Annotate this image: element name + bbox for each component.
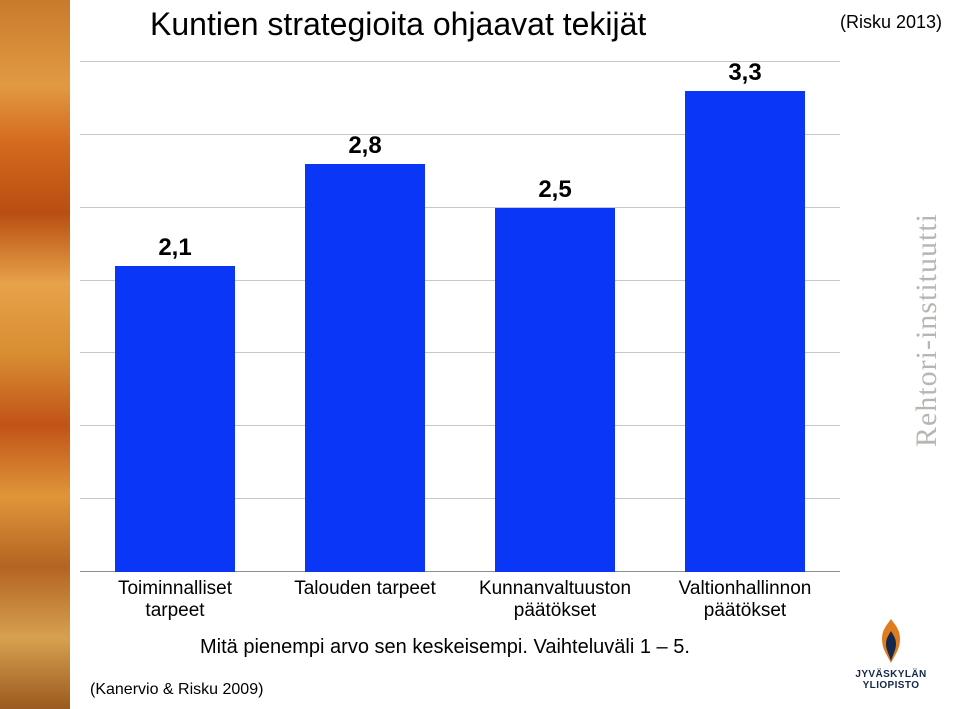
- bar-value-label: 3,3: [728, 59, 761, 87]
- vertical-brand-label: Rehtori-instituutti: [910, 213, 944, 447]
- slide: Kuntien strategioita ohjaavat tekijät (R…: [0, 0, 960, 709]
- vertical-brand-text: Rehtori-instituutti: [908, 120, 946, 540]
- bar-value-label: 2,1: [158, 234, 191, 262]
- footer-source: (Kanervio & Risku 2009): [90, 681, 263, 699]
- university-logo: JYVÄSKYLÄN YLIOPISTO: [836, 617, 946, 691]
- x-axis-label: Valtionhallinnonpäätökset: [650, 578, 840, 622]
- decorative-sidebar-image: [0, 0, 70, 709]
- bar: [305, 164, 425, 572]
- bar: [685, 91, 805, 572]
- x-axis-label: Toiminnallisettarpeet: [80, 578, 270, 622]
- flame-icon: [873, 617, 909, 665]
- chart-title: Kuntien strategioita ohjaavat tekijät: [150, 6, 646, 43]
- bar: [495, 208, 615, 572]
- source-top: (Risku 2013): [840, 12, 942, 33]
- bar-value-label: 2,8: [348, 132, 381, 160]
- x-axis-label: Talouden tarpeet: [270, 578, 460, 600]
- chart-caption: Mitä pienempi arvo sen keskeisempi. Vaih…: [200, 636, 690, 659]
- x-axis-label: Kunnanvaltuustonpäätökset: [460, 578, 650, 622]
- university-name: JYVÄSKYLÄN YLIOPISTO: [836, 669, 946, 691]
- bar-value-label: 2,5: [538, 176, 571, 204]
- bar: [115, 266, 235, 572]
- chart-area: 2,1 2,8 2,5 3,3: [80, 62, 840, 572]
- gridline: [80, 61, 840, 62]
